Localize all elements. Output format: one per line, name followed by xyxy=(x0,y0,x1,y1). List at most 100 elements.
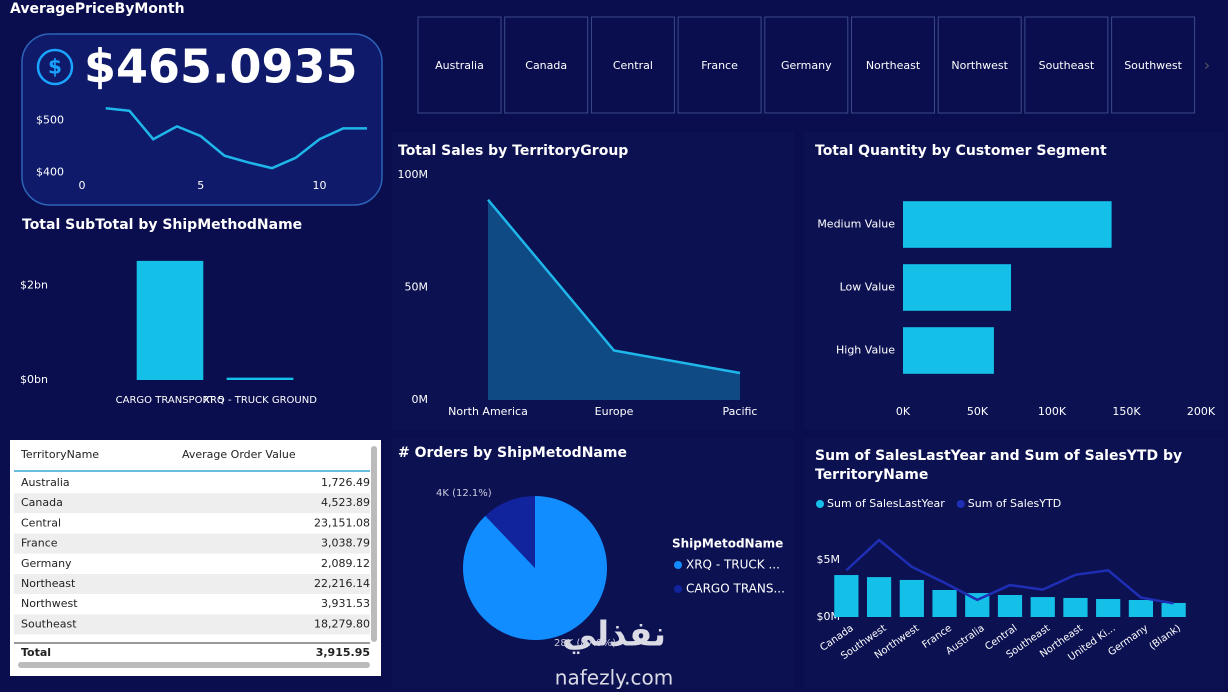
panel xyxy=(804,438,1224,688)
x-tick-label: 0 xyxy=(79,179,86,192)
slicer-label[interactable]: Central xyxy=(613,59,653,72)
slicer-item[interactable] xyxy=(504,16,589,114)
bar xyxy=(1030,597,1055,617)
table-total: 3,915.95 xyxy=(316,646,370,659)
y-tick-label: $0bn xyxy=(20,373,48,386)
x-tick-label: North America xyxy=(448,405,528,418)
slicer-arrow[interactable]: › xyxy=(1204,56,1210,75)
chart-title-box: Total Sales by TerritoryGroup xyxy=(398,143,629,159)
table-bg xyxy=(10,440,381,676)
table-cell: Northwest xyxy=(21,597,78,610)
table: TerritoryName Average Order Value Australi… xyxy=(10,440,381,676)
pie-slice xyxy=(485,496,535,568)
bar xyxy=(1128,600,1154,617)
legend-marker xyxy=(674,585,682,593)
slicer-label[interactable]: Canada xyxy=(525,59,567,72)
watermark: nafezly.com xyxy=(555,666,673,690)
table-total: Total xyxy=(21,646,51,659)
table-row-bg xyxy=(14,533,370,554)
y-tick-label: Low Value xyxy=(840,281,896,294)
table-cell: Southeast xyxy=(21,617,77,630)
table-cell: 3,931.53 xyxy=(321,597,370,610)
bar xyxy=(997,594,1023,617)
chart-title: Total Quantity by Customer Segment xyxy=(815,143,1107,159)
kpi-value: $465.0935 xyxy=(84,40,358,94)
legend-label: Sum of SalesYTD xyxy=(968,497,1061,510)
y-tick-label: $5M xyxy=(817,553,841,566)
y-tick-label: $0M xyxy=(817,610,841,623)
slicer-label[interactable]: Australia xyxy=(435,59,484,72)
table-row-bg xyxy=(14,614,370,635)
bar xyxy=(903,201,1112,248)
scrollbar[interactable] xyxy=(371,446,377,642)
slicer-item[interactable] xyxy=(677,16,762,114)
chart-title-box: # Orders by ShipMetodName xyxy=(398,445,627,461)
table-row-bg xyxy=(14,574,370,594)
kpi-card xyxy=(21,33,383,206)
x-tick-label: 150K xyxy=(1112,405,1141,418)
bar xyxy=(903,327,994,374)
legend-marker xyxy=(674,561,682,569)
slicer-item[interactable] xyxy=(764,16,849,114)
y-tick-label: High Value xyxy=(836,344,895,357)
x-tick-label: 0K xyxy=(896,405,911,418)
x-tick-label: XRQ - TRUCK GROUND xyxy=(203,395,317,406)
line xyxy=(487,198,741,375)
legend-marker xyxy=(816,500,824,508)
area xyxy=(488,199,740,400)
table-cell: Canada xyxy=(21,496,63,509)
x-tick-label: 50K xyxy=(967,405,989,418)
table-cell: 4,523.89 xyxy=(321,496,370,509)
x-tick-label: 5 xyxy=(197,179,204,192)
slicer-item[interactable] xyxy=(937,16,1022,114)
slicer-label[interactable]: Northeast xyxy=(866,59,921,72)
x-tick-label: 10 xyxy=(313,179,327,192)
slicer-label[interactable]: Southwest xyxy=(1124,59,1182,72)
table-cell: 22,216.14 xyxy=(314,577,370,590)
bar xyxy=(834,575,859,617)
bar xyxy=(903,264,1012,311)
chart-title-box: Total Quantity by Customer Segment xyxy=(815,143,1107,159)
slicer-item[interactable] xyxy=(1024,16,1109,114)
table-cell: Northeast xyxy=(21,577,76,590)
chart-title: Total Sales by TerritoryGroup xyxy=(398,143,629,159)
y-tick-label: $2bn xyxy=(20,278,48,291)
data-label: 28K (87.9%) xyxy=(554,638,616,649)
bar xyxy=(226,377,294,380)
x-tick-label: 100K xyxy=(1038,405,1067,418)
data-label: 4K (12.1%) xyxy=(436,488,492,499)
slicer-item[interactable] xyxy=(1111,16,1196,114)
line xyxy=(105,107,367,170)
legend-title: ShipMetodName xyxy=(672,537,783,551)
table-header: Average Order Value xyxy=(182,448,296,461)
chart-title-box: Total SubTotal by ShipMethodName xyxy=(22,217,302,233)
dollar-icon xyxy=(36,48,74,86)
x-tick-label: Europe xyxy=(595,405,634,418)
scrollbar[interactable] xyxy=(18,662,370,668)
slicer-label[interactable]: Southeast xyxy=(1039,59,1095,72)
table-header: TerritoryName xyxy=(20,448,99,461)
chart-title: Sum of SalesLastYear and Sum of SalesYTD… xyxy=(815,448,1183,483)
y-tick-label: 0M xyxy=(412,393,429,406)
bar xyxy=(899,579,924,617)
dollar-icon: $ xyxy=(48,55,62,79)
slicer-label[interactable]: France xyxy=(701,59,738,72)
table-cell: France xyxy=(21,537,58,550)
x-tick-label: 200K xyxy=(1187,405,1216,418)
bar xyxy=(965,593,990,617)
chart-title: # Orders by ShipMetodName xyxy=(398,445,627,461)
y-tick-label: $400 xyxy=(36,165,64,178)
x-tick-label: Pacific xyxy=(723,405,758,418)
slicer-item[interactable] xyxy=(851,16,935,114)
y-tick-label: 50M xyxy=(405,281,429,294)
y-tick-label: 100M xyxy=(398,168,429,181)
legend-label: Sum of SalesLastYear xyxy=(827,497,945,510)
slicer-label[interactable]: Germany xyxy=(781,59,832,72)
slicer-label[interactable]: Northwest xyxy=(951,59,1008,72)
slicer-item[interactable] xyxy=(590,16,675,114)
chart-title-box: Sum of SalesLastYear and Sum of SalesYTD… xyxy=(815,448,1183,483)
table-cell: Germany xyxy=(21,557,72,570)
table-cell: 1,726.49 xyxy=(321,476,370,489)
slicer-item[interactable] xyxy=(417,16,502,114)
